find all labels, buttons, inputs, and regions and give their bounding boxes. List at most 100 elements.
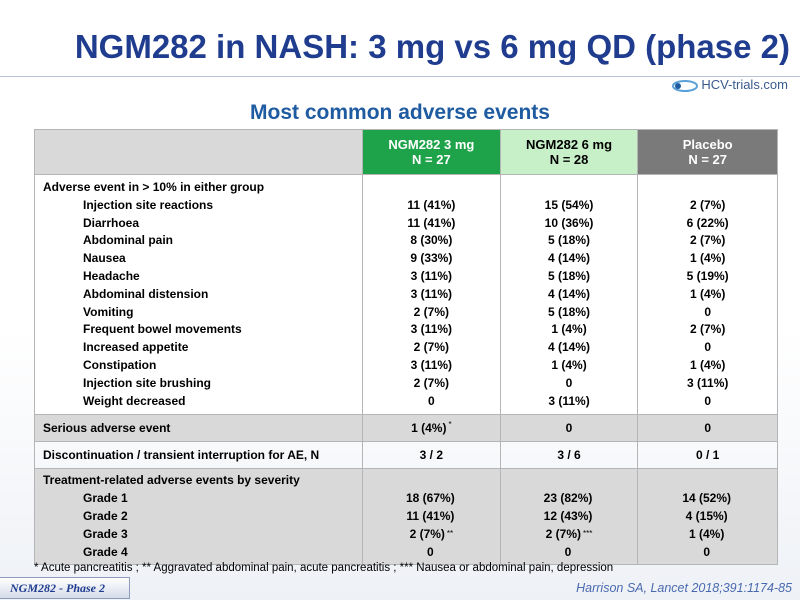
ae-label: Diarrhoea — [83, 215, 140, 230]
header-n: N = 28 — [549, 152, 589, 167]
ae-section-heading: Adverse event in > 10% in either group — [43, 180, 265, 194]
spacer — [501, 472, 638, 490]
ae-label: Constipation — [83, 357, 157, 372]
ae-value: 2 (7%) — [690, 197, 726, 212]
severity-section-heading: Treatment-related adverse events by seve… — [43, 473, 300, 488]
value-text: 0 — [564, 544, 572, 559]
spacer — [363, 472, 500, 490]
severity-label: Grade 3 — [83, 526, 128, 541]
severity-value: 12 (43%) — [501, 508, 638, 526]
header-n: N = 27 — [412, 152, 451, 167]
ae-value: 3 (11%) — [410, 357, 453, 372]
hcv-trials-logo[interactable]: HCV-trials.com — [671, 77, 788, 93]
severity-labels-cell: Treatment-related adverse events by seve… — [33, 468, 364, 566]
serious-ae-placebo: 0 — [637, 414, 778, 443]
spacer — [638, 472, 777, 490]
ae-value: 1 (4%) — [551, 357, 587, 372]
ae-label: Increased appetite — [83, 340, 189, 355]
adverse-events-table: NGM282 3 mg N = 27 NGM282 6 mg N = 28 Pl… — [33, 129, 778, 566]
ae-label: Frequent bowel movements — [83, 322, 242, 337]
ae-placebo-values-cell: 2 (7%) 6 (22%) 2 (7%) 1 (4%) 5 (19%) 1 (… — [637, 173, 778, 416]
table-header-row: NGM282 3 mg N = 27 NGM282 6 mg N = 28 Pl… — [33, 129, 778, 175]
ae-label: Nausea — [83, 251, 126, 266]
ae-value: 0 — [704, 340, 712, 355]
ae-value: 3 (11%) — [687, 375, 729, 390]
ae-value: 15 (54%) — [544, 197, 594, 212]
discontinuation-label: Discontinuation / transient interruption… — [33, 441, 364, 470]
slide-section-badge: NGM282 - Phase 2 — [0, 577, 130, 599]
discontinuation-row: Discontinuation / transient interruption… — [33, 441, 778, 470]
ae-value: 5 (19%) — [686, 268, 729, 283]
ae-value: 5 (18%) — [548, 268, 591, 283]
ae-label: Abdominal pain — [83, 233, 173, 248]
ae-value: 11 (41%) — [407, 215, 456, 230]
severity-value: 2 (7%) ** — [363, 526, 500, 544]
ae-labels-cell: Adverse event in > 10% in either group I… — [33, 173, 364, 416]
severity-label: Grade 4 — [83, 544, 128, 559]
header-placebo: Placebo N = 27 — [637, 129, 778, 175]
ae-value: 3 (11%) — [410, 322, 453, 337]
ae-value: 10 (36%) — [544, 215, 594, 230]
ae-value: 0 — [704, 304, 712, 319]
ae-value: 1 (4%) — [551, 322, 587, 337]
ae-3mg-values-cell: 11 (41%) 11 (41%) 8 (30%) 9 (33%) 3 (11%… — [362, 173, 501, 416]
discontinuation-6mg: 3 / 6 — [499, 441, 639, 470]
value-text: 2 (7%) — [545, 526, 582, 541]
ae-value: 4 (14%) — [548, 251, 591, 266]
severity-value: 4 (15%) — [638, 508, 777, 526]
severity-value: 1 (4%) — [638, 526, 777, 544]
ae-value: 5 (18%) — [548, 233, 591, 248]
ae-value: 1 (4%) — [690, 357, 726, 372]
ae-value: 1 (4%) — [690, 251, 726, 266]
footnote-mark: *** — [583, 528, 593, 538]
severity-value: 14 (52%) — [638, 490, 777, 508]
ae-value: 0 — [565, 375, 573, 390]
spacer — [363, 179, 500, 197]
ae-value: 6 (22%) — [686, 215, 729, 230]
header-name: NGM282 3 mg — [388, 137, 475, 152]
spacer — [638, 179, 777, 197]
value-text: 12 (43%) — [543, 508, 593, 523]
header-ngm282-6mg: NGM282 6 mg N = 28 — [499, 129, 639, 175]
value-text: 4 (15%) — [685, 508, 728, 523]
ae-value: 3 (11%) — [548, 393, 590, 408]
discontinuation-3mg: 3 / 2 — [362, 441, 501, 470]
severity-label: Grade 2 — [83, 508, 128, 523]
ae-label: Headache — [83, 268, 140, 283]
severity-value: 2 (7%) *** — [501, 526, 638, 544]
severity-placebo-values-cell: 14 (52%) 4 (15%) 1 (4%) 0 — [637, 468, 778, 566]
severity-value: 0 — [363, 544, 500, 562]
serious-ae-3mg: 1 (4%) * — [362, 414, 501, 443]
ae-value: 2 (7%) — [413, 375, 450, 390]
value-text: 0 — [427, 544, 434, 559]
severity-value: 18 (67%) — [363, 490, 500, 508]
ae-value: 11 (41%) — [407, 197, 456, 212]
serious-ae-row: Serious adverse event 1 (4%) * 0 0 — [33, 414, 778, 443]
ae-value: 8 (30%) — [410, 233, 453, 248]
ae-value: 2 (7%) — [413, 340, 450, 355]
table-footnote: * Acute pancreatitis ; ** Aggravated abd… — [34, 562, 614, 574]
header-n: N = 27 — [688, 152, 728, 167]
severity-label: Grade 1 — [83, 491, 128, 506]
reference-citation[interactable]: Harrison SA, Lancet 2018;391:1174-85 — [576, 581, 792, 595]
ae-label: Injection site reactions — [83, 197, 214, 212]
ae-value: 2 (7%) — [413, 304, 450, 319]
discontinuation-placebo: 0 / 1 — [637, 441, 778, 470]
value-text: 0 — [703, 544, 711, 559]
ae-value: 4 (14%) — [548, 340, 591, 355]
ae-value: 9 (33%) — [410, 251, 453, 266]
severity-value: 11 (41%) — [363, 508, 500, 526]
ae-label: Weight decreased — [83, 393, 186, 408]
title-divider — [0, 76, 800, 77]
ae-6mg-values-cell: 15 (54%) 10 (36%) 5 (18%) 4 (14%) 5 (18%… — [499, 173, 639, 416]
logo-text: HCV-trials.com — [701, 77, 788, 92]
severity-value: 0 — [501, 544, 638, 562]
ae-value: 2 (7%) — [690, 233, 726, 248]
header-empty-cell — [33, 129, 364, 175]
ae-value: 2 (7%) — [690, 322, 726, 337]
header-ngm282-3mg: NGM282 3 mg N = 27 — [362, 129, 501, 175]
severity-value: 0 — [638, 544, 777, 562]
header-name: Placebo — [682, 137, 733, 152]
header-name: NGM282 6 mg — [526, 137, 613, 152]
ae-value: 1 (4%) — [690, 286, 726, 301]
